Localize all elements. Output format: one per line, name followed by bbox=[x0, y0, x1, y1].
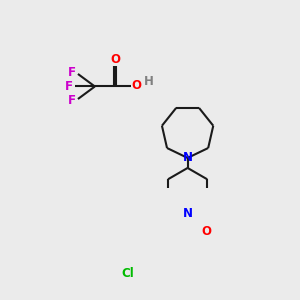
Text: F: F bbox=[65, 80, 73, 93]
Text: O: O bbox=[110, 53, 121, 66]
Text: N: N bbox=[183, 152, 193, 164]
Text: N: N bbox=[183, 207, 193, 220]
Text: O: O bbox=[201, 225, 212, 239]
Text: Cl: Cl bbox=[122, 267, 134, 280]
Text: H: H bbox=[144, 75, 154, 88]
Text: O: O bbox=[131, 80, 141, 92]
Text: F: F bbox=[68, 94, 76, 107]
Text: F: F bbox=[68, 66, 76, 79]
